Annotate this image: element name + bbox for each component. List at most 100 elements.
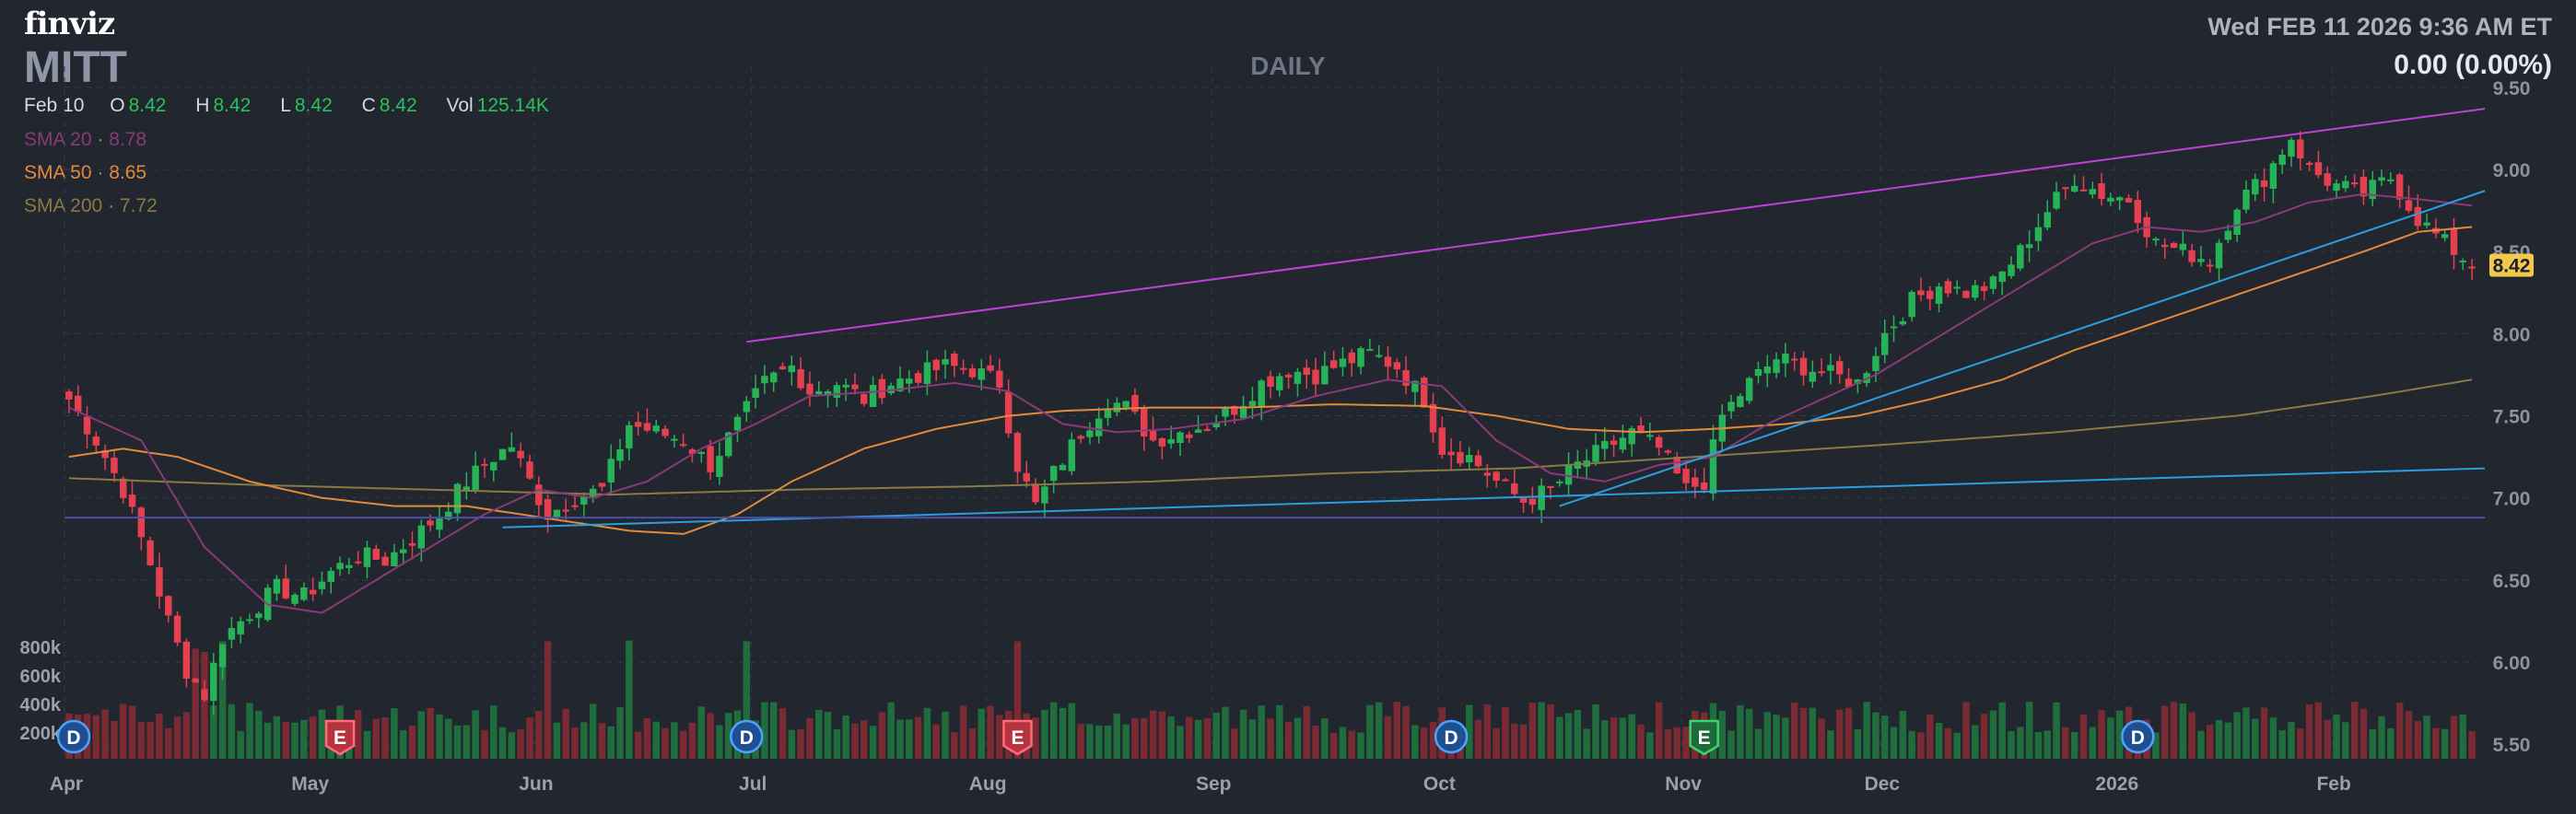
candle-body [1203, 428, 1212, 431]
volume-bar [1284, 722, 1293, 759]
candle-body [1619, 437, 1627, 450]
volume-bar [987, 705, 994, 759]
candle-body [598, 483, 606, 487]
candle-body [1818, 371, 1825, 374]
volume-bar [2441, 728, 2449, 759]
candle-body [273, 578, 281, 594]
volume-bar [2025, 702, 2033, 759]
volume-bar [707, 713, 714, 759]
volume-bar [2405, 711, 2413, 759]
candle-body [1547, 485, 1554, 488]
candle-body [2269, 163, 2277, 189]
x-tick-label: Dec [1865, 773, 1901, 795]
volume-bar [1212, 712, 1220, 759]
volume-bar [1881, 715, 1889, 759]
volume-bar [1980, 714, 1988, 759]
volume-bar [2333, 715, 2340, 759]
candle-body [1935, 286, 1943, 304]
volume-bar [1763, 712, 1772, 759]
volume-bar [1962, 702, 1970, 759]
volume-bar [1917, 732, 1925, 759]
candle-body [1763, 366, 1772, 374]
candle-body [544, 499, 552, 520]
candle-body [1059, 464, 1067, 471]
volume-bar [978, 708, 985, 759]
x-tick-label: Apr [50, 773, 83, 795]
candle-body [2017, 245, 2024, 269]
low-label: L [280, 95, 291, 116]
volume-bar [589, 704, 597, 759]
candle-body [1122, 401, 1130, 408]
candle-body [1329, 360, 1338, 368]
candle-body [1773, 359, 1780, 374]
volume-bar [1737, 704, 1744, 759]
candle-body [562, 509, 569, 512]
candle-body [662, 428, 669, 436]
volume-bar [1935, 723, 1943, 759]
candle-body [2324, 173, 2331, 186]
sma50-separator: · [97, 162, 104, 183]
volume-bar [1854, 729, 1862, 759]
volume-bar [2098, 710, 2105, 759]
volume-bar [1528, 703, 1537, 759]
volume-bar [1474, 719, 1482, 759]
sma50-legend[interactable]: SMA 50 · 8.65 [24, 162, 146, 184]
sma20-legend[interactable]: SMA 20 · 8.78 [24, 129, 146, 151]
volume-bar [743, 641, 751, 759]
volume-bar [1664, 728, 1672, 759]
volume-bar [111, 720, 118, 759]
candle-body [1104, 408, 1112, 418]
candle-body [399, 549, 407, 553]
candle-body [1972, 285, 1979, 298]
volume-bar [2079, 715, 2088, 759]
dividend-marker[interactable]: D [1434, 719, 1469, 754]
candle-body [1989, 276, 1997, 289]
earnings-marker[interactable]: E [1689, 719, 1719, 756]
candle-body [156, 567, 163, 597]
volume-bar [1745, 708, 1753, 759]
candle-body [1212, 422, 1220, 428]
volume-bar [634, 731, 642, 759]
volume-bar [2008, 731, 2015, 759]
volume-bar [1953, 732, 1961, 759]
earnings-marker[interactable]: E [1002, 719, 1033, 756]
candle-body [1357, 348, 1364, 367]
sma200-legend[interactable]: SMA 200 · 7.72 [24, 195, 158, 217]
candle-body [1737, 396, 1744, 407]
dividend-marker[interactable]: D [56, 719, 91, 754]
sma200-separator: · [108, 195, 115, 216]
volume-bar [779, 708, 787, 759]
volume-bar [101, 709, 109, 759]
candle-body [2260, 180, 2268, 188]
candle-body [733, 416, 742, 431]
dividend-marker[interactable]: D [2121, 719, 2155, 754]
volume-bar [968, 728, 977, 759]
candle-body [1926, 290, 1934, 299]
candle-body [2098, 183, 2105, 200]
candle-body [1393, 362, 1400, 370]
finviz-logo[interactable]: finviz [24, 6, 115, 42]
candle-body [2314, 162, 2323, 176]
x-tick-label: Jun [519, 773, 553, 795]
candle-body [833, 385, 841, 399]
candle-body [788, 365, 796, 373]
event-marker-label: D [1445, 727, 1458, 749]
candle-body [1962, 290, 1970, 298]
candle-body [923, 362, 931, 384]
candle-body [498, 448, 507, 460]
earnings-marker[interactable]: E [324, 719, 356, 756]
volume-bar [120, 704, 127, 759]
candle-body [173, 615, 181, 643]
dividend-marker[interactable]: D [730, 719, 764, 754]
volume-bar [662, 727, 669, 759]
volume-bar [688, 722, 697, 759]
candle-body [1953, 286, 1961, 289]
candle-body [1564, 465, 1573, 485]
candle-body [237, 621, 244, 634]
volume-bar [1429, 722, 1437, 759]
candle-body [535, 484, 543, 506]
candle-body [218, 644, 227, 668]
candle-body [2034, 227, 2043, 241]
volume-bar [372, 718, 381, 759]
